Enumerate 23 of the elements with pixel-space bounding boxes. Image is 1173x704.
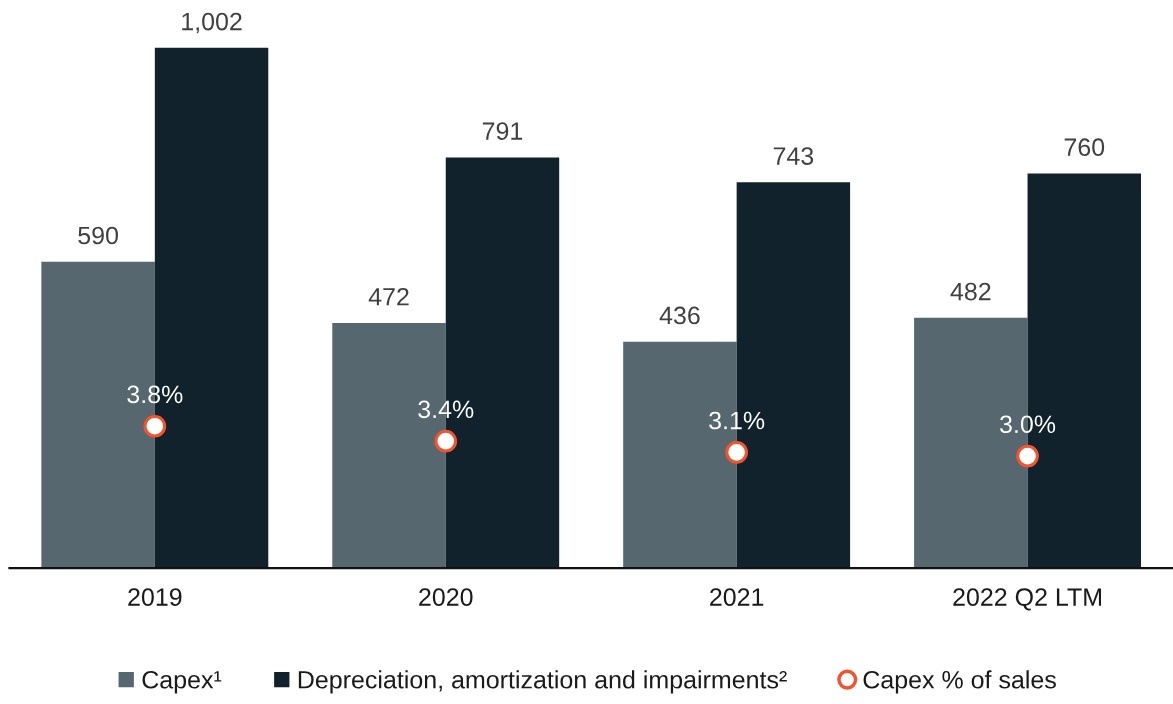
legend-label: Capex % of sales (863, 670, 1056, 694)
data-label: 760 (1064, 138, 1105, 157)
x-tick-label: 2022 Q2 LTM (953, 588, 1102, 611)
data-label: 472 (368, 287, 409, 306)
data-label: 743 (773, 147, 814, 165)
data-label: 3.1% (709, 411, 765, 430)
data-label: 3.0% (1000, 415, 1056, 434)
point (434, 429, 458, 453)
legend-label: Depreciation, amortization and impairments² (298, 670, 787, 694)
data-label: 791 (482, 122, 523, 140)
data-label: 1,002 (182, 12, 242, 34)
point (725, 441, 748, 464)
legend-label: Capex¹ (142, 670, 222, 694)
x-tick-label: 2019 (128, 588, 182, 606)
data-label: 436 (659, 306, 700, 325)
x-tick-label: 2020 (419, 588, 473, 606)
point (1016, 444, 1039, 468)
point (143, 414, 167, 438)
data-label: 482 (950, 282, 991, 301)
data-label: 3.4% (418, 400, 474, 419)
data-label: 590 (78, 226, 118, 245)
x-tick-label: 2021 (710, 588, 764, 606)
data-label: 3.8% (127, 385, 183, 404)
